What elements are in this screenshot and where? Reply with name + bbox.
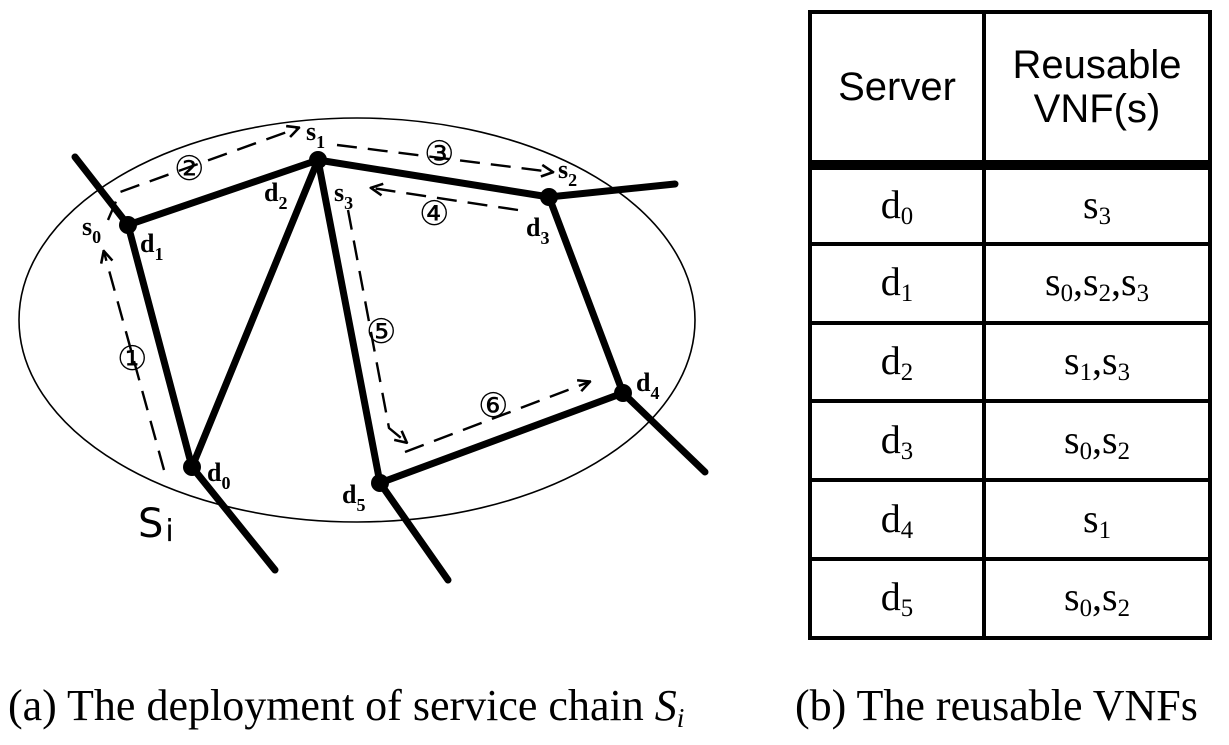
label-d3: d3	[526, 213, 549, 248]
table-row: d1 s0,s2,s3	[808, 241, 1212, 325]
label-s3: s3	[334, 178, 353, 213]
header-server: Server	[808, 10, 986, 170]
label-s0: s0	[82, 212, 101, 247]
network-links	[71, 153, 709, 584]
cell-server: d5	[808, 557, 986, 640]
cell-reusable-vnfs: s1	[982, 478, 1212, 562]
service-chain-diagram: d0 d1 d2 d3 d4 d5 s0 s1 s2 s3 ① ② ③ ④ ⑤ …	[18, 117, 709, 584]
label-d2: d2	[264, 178, 287, 213]
step-marker-4: ④	[419, 194, 449, 234]
table-row: d2 s1,s3	[808, 320, 1212, 404]
cell-server: d4	[808, 478, 986, 562]
path-segment-6	[404, 382, 589, 454]
label-d1: d1	[140, 229, 163, 264]
cell-server: d0	[808, 163, 986, 246]
table-header-row: Server Reusable VNF(s)	[808, 10, 1212, 170]
cell-server: d3	[808, 399, 986, 483]
network-region-ellipse	[18, 117, 696, 523]
path-segment-2	[106, 128, 298, 221]
service-chain-path	[104, 128, 589, 471]
label-d0: d0	[207, 458, 230, 493]
label-d5: d5	[342, 480, 365, 515]
path-segment-3	[336, 143, 552, 172]
step-marker-1: ①	[117, 339, 147, 379]
cell-reusable-vnfs: s3	[982, 163, 1212, 246]
node-d5	[371, 474, 389, 492]
node-d4	[614, 384, 632, 402]
table-row: d4 s1	[808, 478, 1212, 562]
step-marker-3: ③	[424, 134, 454, 174]
path-segment-5	[346, 209, 406, 442]
reusable-vnf-table: Server Reusable VNF(s) d0 s3 d1 s0,s2,s3 d2 s1…	[808, 10, 1212, 640]
caption-b: (b) The reusable VNFs	[795, 681, 1198, 730]
table-body: d0 s3 d1 s0,s2,s3 d2 s1,s3 d3 s0,s2 d4 s1 d5 s0,s2	[808, 163, 1212, 640]
node-d2	[309, 151, 327, 169]
caption-a: (a) The deployment of service chain Si	[8, 681, 685, 733]
cell-reusable-vnfs: s0,s2,s3	[982, 241, 1212, 325]
server-nodes	[119, 151, 632, 492]
cell-reusable-vnfs: s0,s2	[982, 399, 1212, 483]
step-marker-5: ⑤	[366, 312, 396, 352]
step-marker-6: ⑥	[478, 386, 508, 426]
path-segment-4	[372, 188, 519, 212]
table-row: d3 s0,s2	[808, 399, 1212, 483]
path-segment-1	[104, 252, 166, 471]
cell-server: d1	[808, 241, 986, 325]
node-d0	[183, 458, 201, 476]
label-s1: s1	[306, 117, 325, 152]
table-row: d5 s0,s2	[808, 557, 1212, 640]
step-marker-2: ②	[174, 149, 204, 189]
cell-reusable-vnfs: s1,s3	[982, 320, 1212, 404]
cell-server: d2	[808, 320, 986, 404]
header-reusable-vnfs: Reusable VNF(s)	[982, 10, 1212, 170]
label-d4: d4	[636, 368, 659, 403]
cell-reusable-vnfs: s0,s2	[982, 557, 1212, 640]
label-s2: s2	[558, 155, 577, 190]
node-d3	[540, 188, 558, 206]
node-d1	[119, 216, 137, 234]
table-row: d0 s3	[808, 163, 1212, 246]
service-chain-label: Si	[138, 501, 174, 549]
